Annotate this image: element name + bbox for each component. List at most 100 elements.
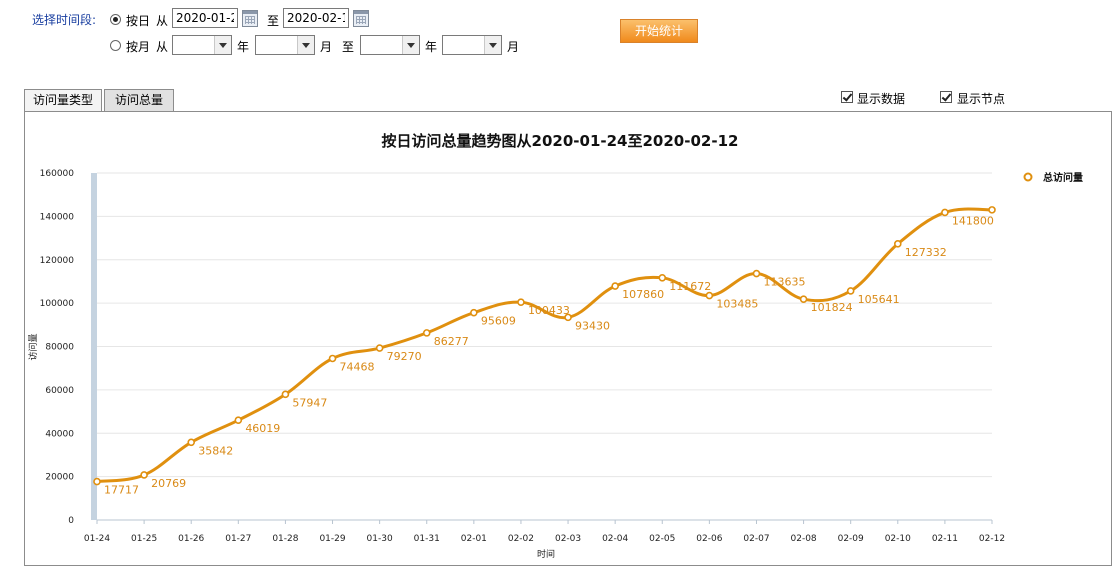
x-tick-label: 01-30 bbox=[367, 534, 393, 544]
by-month-from-label: 从 bbox=[156, 40, 169, 54]
tab-visit-type[interactable]: 访问量类型 bbox=[24, 89, 102, 111]
data-label: 113635 bbox=[763, 276, 805, 289]
by-month-to-label: 至 bbox=[342, 40, 355, 54]
end-month-unit: 月 bbox=[507, 40, 520, 54]
x-tick-label: 02-07 bbox=[743, 534, 769, 544]
x-tick-label: 02-08 bbox=[791, 534, 817, 544]
y-tick-label: 120000 bbox=[40, 256, 75, 266]
x-tick-label: 02-02 bbox=[508, 534, 534, 544]
by-day-from-label: 从 bbox=[156, 14, 169, 28]
data-label: 46019 bbox=[245, 422, 280, 435]
x-tick-label: 02-04 bbox=[602, 534, 628, 544]
data-point bbox=[187, 438, 196, 447]
data-point bbox=[328, 354, 337, 363]
data-label: 105641 bbox=[858, 293, 900, 306]
chevron-down-icon bbox=[402, 36, 419, 54]
x-tick-label: 01-28 bbox=[272, 534, 298, 544]
data-point bbox=[93, 477, 101, 486]
data-point bbox=[658, 274, 667, 282]
x-tick-label: 01-25 bbox=[131, 534, 157, 544]
y-tick-label: 20000 bbox=[45, 473, 74, 483]
data-point bbox=[422, 329, 431, 337]
chart-panel bbox=[24, 111, 1112, 566]
y-tick-label: 160000 bbox=[40, 169, 75, 179]
end-month-select[interactable] bbox=[442, 35, 502, 55]
y-tick-label: 60000 bbox=[45, 386, 74, 396]
by-month-radio[interactable] bbox=[110, 40, 121, 51]
data-point bbox=[281, 390, 290, 399]
x-tick-label: 01-26 bbox=[178, 534, 204, 544]
x-tick-label: 02-03 bbox=[555, 534, 581, 544]
data-label: 86277 bbox=[434, 335, 469, 348]
end-date-calendar-icon[interactable] bbox=[353, 10, 369, 27]
data-point bbox=[752, 269, 761, 278]
data-label: 74468 bbox=[340, 360, 375, 373]
legend-label: 总访问量 bbox=[1043, 171, 1083, 184]
x-tick-label: 02-06 bbox=[696, 534, 722, 544]
start-date-input[interactable] bbox=[172, 8, 238, 28]
data-label: 100433 bbox=[528, 304, 570, 317]
y-tick-label: 100000 bbox=[40, 299, 75, 309]
x-tick-label: 01-27 bbox=[225, 534, 251, 544]
data-label: 107860 bbox=[622, 288, 664, 301]
series-line bbox=[96, 207, 993, 484]
data-point bbox=[470, 308, 478, 317]
data-point bbox=[517, 298, 525, 306]
data-label: 57947 bbox=[292, 396, 327, 409]
data-label: 95609 bbox=[481, 315, 516, 328]
legend-marker bbox=[1023, 172, 1033, 182]
data-label: 20769 bbox=[151, 477, 186, 490]
data-label: 93430 bbox=[575, 319, 610, 332]
x-tick-label: 02-10 bbox=[885, 534, 911, 544]
data-label: 111672 bbox=[669, 280, 711, 293]
y-tick-label: 40000 bbox=[45, 429, 74, 439]
chart-title: 按日访问总量趋势图从2020-01-24至2020-02-12 bbox=[382, 132, 739, 150]
end-year-select[interactable] bbox=[360, 35, 420, 55]
data-point bbox=[941, 208, 949, 217]
y-tick-label: 0 bbox=[68, 516, 74, 526]
show-data-checkbox[interactable] bbox=[841, 91, 853, 103]
chevron-down-icon bbox=[484, 36, 501, 54]
end-year-unit: 年 bbox=[425, 40, 438, 54]
show-nodes-label: 显示节点 bbox=[957, 92, 1006, 106]
start-month-select[interactable] bbox=[255, 35, 315, 55]
chevron-down-icon bbox=[297, 36, 314, 54]
start-year-select[interactable] bbox=[172, 35, 232, 55]
data-point bbox=[893, 240, 902, 248]
data-label: 101824 bbox=[811, 301, 853, 314]
data-label: 127332 bbox=[905, 246, 947, 259]
x-tick-label: 01-29 bbox=[319, 534, 345, 544]
data-label: 79270 bbox=[387, 350, 422, 363]
data-point bbox=[611, 282, 619, 290]
data-point bbox=[846, 287, 855, 295]
data-point bbox=[799, 295, 808, 303]
start-month-unit: 月 bbox=[320, 40, 333, 54]
y-axis-band bbox=[91, 173, 97, 520]
data-point bbox=[705, 291, 714, 300]
x-tick-label: 01-31 bbox=[414, 534, 440, 544]
start-date-calendar-icon[interactable] bbox=[242, 10, 258, 27]
data-point bbox=[988, 206, 996, 214]
x-tick-label: 02-09 bbox=[838, 534, 864, 544]
show-data-label: 显示数据 bbox=[857, 92, 906, 106]
data-point bbox=[234, 416, 243, 424]
x-tick-label: 02-12 bbox=[979, 534, 1005, 544]
data-label: 141800 bbox=[952, 214, 994, 227]
x-tick-label: 02-11 bbox=[932, 534, 958, 544]
data-label: 17717 bbox=[104, 484, 139, 497]
start-statistics-button[interactable]: 开始统计 bbox=[620, 19, 698, 43]
tab-total-visits[interactable]: 访问总量 bbox=[104, 89, 174, 111]
by-month-label: 按月 bbox=[126, 40, 151, 54]
by-day-radio[interactable] bbox=[110, 14, 121, 25]
show-nodes-checkbox[interactable] bbox=[940, 91, 952, 103]
data-label: 103485 bbox=[716, 298, 758, 311]
start-year-unit: 年 bbox=[237, 40, 250, 54]
end-date-input[interactable] bbox=[283, 8, 349, 28]
x-tick-label: 01-24 bbox=[84, 534, 110, 544]
x-axis-title: 时间 bbox=[537, 548, 555, 560]
data-point bbox=[140, 471, 148, 479]
data-point bbox=[375, 344, 384, 352]
legend: 总访问量 bbox=[1023, 171, 1083, 184]
chevron-down-icon bbox=[214, 36, 231, 54]
